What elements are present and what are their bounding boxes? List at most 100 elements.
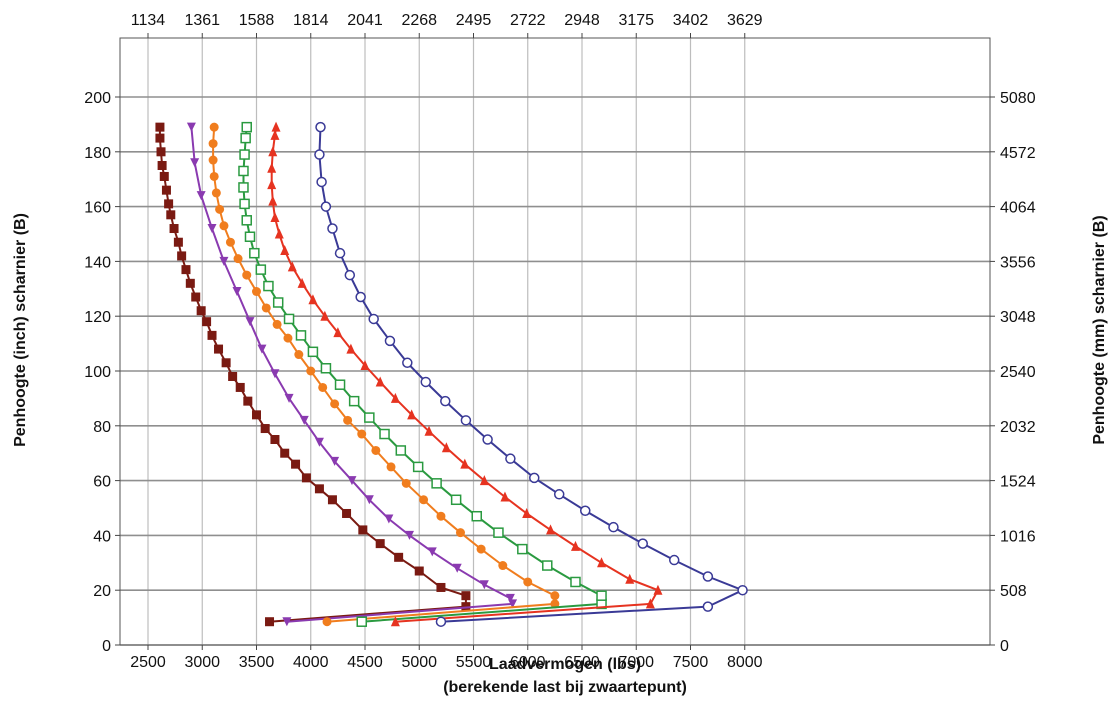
- data-point: [299, 415, 309, 425]
- y-tick-label: 140: [84, 254, 111, 271]
- data-point: [190, 158, 200, 168]
- data-point: [570, 540, 580, 551]
- top-tick-label: 2495: [456, 12, 492, 29]
- data-point: [427, 547, 437, 557]
- top-tick-label: 1588: [239, 12, 275, 29]
- data-point: [653, 584, 663, 595]
- data-point: [267, 179, 277, 190]
- data-point: [357, 429, 367, 439]
- data-point: [347, 476, 357, 486]
- data-point: [460, 458, 470, 469]
- data-point: [164, 199, 174, 209]
- y-tick-label: 160: [84, 200, 111, 217]
- data-point: [333, 327, 343, 338]
- data-point: [316, 176, 327, 188]
- data-point: [196, 191, 206, 201]
- data-point: [238, 182, 249, 193]
- data-point: [270, 212, 280, 223]
- data-point: [542, 560, 553, 571]
- data-point: [375, 376, 385, 387]
- data-point: [343, 415, 353, 425]
- right-tick-label: 508: [1000, 583, 1027, 600]
- x-tick-label: 6000: [510, 654, 546, 671]
- data-point: [287, 261, 297, 272]
- data-point: [239, 149, 250, 160]
- data-point: [500, 491, 510, 502]
- data-point: [431, 478, 442, 489]
- data-point: [295, 330, 307, 341]
- data-point: [550, 599, 560, 609]
- data-point: [155, 133, 165, 143]
- data-point: [297, 277, 307, 288]
- plot-frame: [119, 37, 991, 646]
- data-point: [379, 428, 390, 440]
- top-tick-label: 1361: [184, 12, 220, 29]
- data-point: [637, 538, 649, 549]
- data-point: [580, 505, 591, 516]
- y-tick-label: 40: [93, 528, 111, 545]
- data-point: [272, 297, 284, 308]
- data-point: [668, 554, 680, 566]
- data-point: [271, 121, 281, 132]
- data-point: [461, 591, 471, 601]
- data-point: [384, 514, 394, 524]
- data-point: [404, 530, 414, 540]
- data-point: [255, 264, 267, 275]
- data-point: [412, 461, 424, 473]
- data-point: [529, 472, 540, 484]
- data-point: [314, 484, 324, 494]
- x-tick-label: 7000: [618, 654, 654, 671]
- data-point: [245, 317, 255, 327]
- data-point: [232, 287, 242, 297]
- data-point: [314, 437, 324, 447]
- series-2: [186, 122, 518, 627]
- data-point: [424, 425, 434, 436]
- x-tick-label: 7500: [673, 654, 709, 671]
- data-point: [471, 510, 483, 522]
- data-point: [441, 442, 451, 453]
- data-point: [241, 121, 252, 133]
- data-point: [272, 319, 282, 329]
- x-tick-label: 3000: [184, 654, 220, 671]
- data-point: [498, 561, 508, 571]
- data-point: [270, 129, 280, 140]
- data-point: [211, 188, 221, 198]
- data-point: [284, 393, 294, 403]
- data-point: [268, 146, 278, 157]
- data-point: [330, 456, 340, 466]
- series-5: [267, 121, 663, 627]
- data-point: [270, 435, 280, 444]
- data-point: [243, 396, 253, 406]
- data-point: [348, 395, 360, 407]
- data-point: [244, 231, 256, 242]
- x-tick-label: 2500: [130, 654, 166, 671]
- data-point: [209, 122, 219, 132]
- data-point: [330, 399, 340, 409]
- top-tick-label: 3402: [673, 12, 709, 29]
- right-tick-label: 4572: [1000, 145, 1036, 162]
- top-tick-label: 2722: [510, 12, 546, 29]
- right-tick-label: 3048: [1000, 309, 1036, 326]
- data-point: [294, 350, 304, 360]
- data-point: [479, 475, 489, 486]
- data-point: [479, 580, 489, 590]
- data-point: [280, 448, 290, 458]
- data-point: [419, 495, 429, 505]
- x-tick-label: 3500: [239, 654, 275, 671]
- data-point: [320, 310, 330, 321]
- data-point: [342, 508, 352, 518]
- data-point: [157, 161, 167, 170]
- x-tick-label: 5000: [401, 654, 437, 671]
- data-point: [228, 371, 238, 381]
- data-point: [517, 543, 528, 555]
- data-point: [320, 363, 332, 374]
- data-point: [252, 287, 261, 297]
- data-point: [386, 462, 396, 472]
- data-point: [460, 415, 472, 426]
- data-point: [221, 358, 231, 368]
- top-tick-label: 1134: [131, 12, 166, 29]
- data-point: [482, 434, 493, 445]
- series-6: [314, 121, 748, 627]
- y-axis-title-left: Penhoogte (inch) scharnier (B): [12, 213, 29, 447]
